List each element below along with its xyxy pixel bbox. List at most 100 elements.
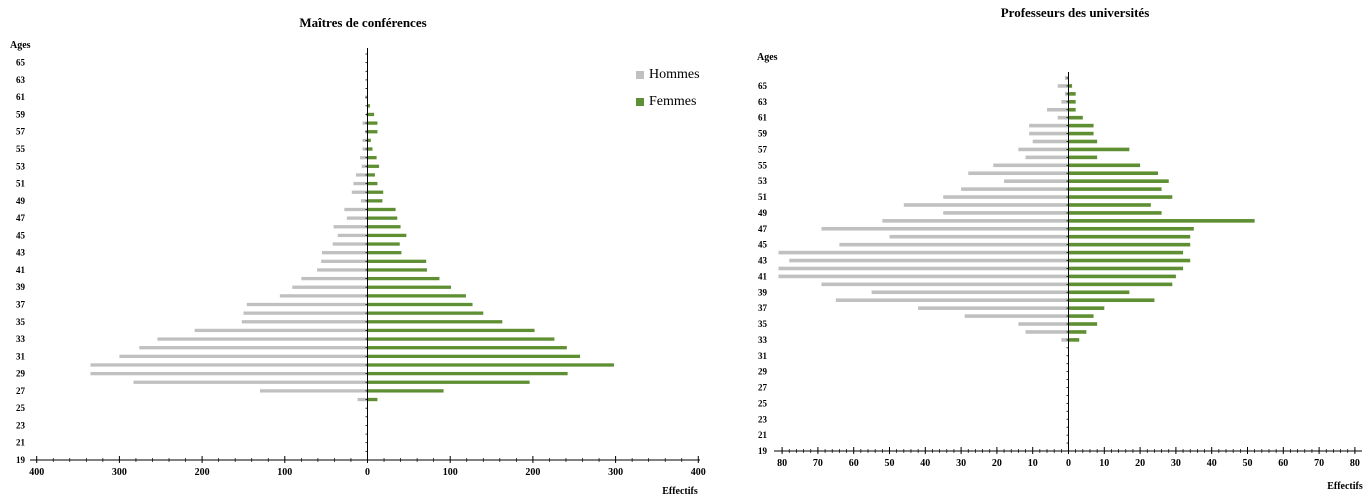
bar-men-age-49: [943, 211, 1069, 215]
bar-women-age-41: [1068, 274, 1176, 279]
y-tick-label: 47: [16, 213, 26, 223]
bar-women-age-36: [1068, 314, 1094, 318]
bar-women-age-39: [1068, 290, 1130, 295]
x-tick-label: 30: [956, 458, 966, 469]
bar-men-age-50: [903, 203, 1069, 207]
bar-women-age-56: [1068, 155, 1098, 160]
bar-women-age-44: [1068, 250, 1184, 255]
x-tick-label: 70: [813, 458, 823, 469]
bar-men-age-48: [344, 207, 368, 212]
bar-women-age-52: [367, 173, 375, 177]
y-tick-label: 59: [758, 129, 768, 139]
y-tick-label: 55: [758, 160, 768, 170]
bar-women-age-34: [367, 328, 535, 333]
x-tick-label: 100: [277, 467, 292, 478]
y-tick-label: 51: [758, 192, 768, 202]
bar-women-age-34: [1068, 330, 1087, 334]
bar-men-age-46: [889, 234, 1069, 239]
y-tick-label: 45: [16, 230, 26, 240]
y-tick-label: 33: [16, 334, 26, 344]
bar-women-age-48: [367, 207, 396, 212]
y-tick-label: 53: [16, 161, 26, 171]
bar-men-age-47: [346, 216, 368, 220]
bar-men-age-39: [871, 290, 1069, 295]
bar-men-age-42: [778, 266, 1069, 271]
bar-women-age-50: [367, 190, 384, 194]
bar-men-age-41: [317, 268, 368, 272]
x-tick-label: 80: [1350, 458, 1360, 469]
chart-title: Maîtres de conférences: [299, 15, 426, 30]
bar-men-age-42: [321, 259, 368, 263]
x-tick-label: 50: [885, 458, 895, 469]
bar-women-age-57: [1068, 147, 1130, 152]
bar-men-age-45: [839, 242, 1069, 247]
bar-men-age-62: [1047, 107, 1069, 112]
bar-women-age-33: [1068, 338, 1080, 342]
bar-women-age-50: [1068, 203, 1151, 207]
y-tick-label: 27: [16, 386, 26, 396]
bar-men-age-35: [1018, 322, 1069, 326]
bar-women-age-52: [1068, 187, 1162, 191]
bar-men-age-57: [1018, 147, 1069, 152]
bar-women-age-63: [1068, 100, 1076, 104]
x-tick-label: 400: [29, 467, 44, 478]
bar-men-age-59: [1029, 131, 1069, 136]
y-tick-label: 49: [16, 196, 26, 206]
y-tick-label: 19: [16, 455, 26, 465]
bar-women-age-38: [367, 294, 466, 298]
y-tick-label: 47: [758, 224, 768, 234]
x-tick-label: 70: [1314, 458, 1324, 469]
bar-women-age-43: [1068, 258, 1191, 263]
x-tick-label: 200: [525, 467, 540, 478]
x-tick-label: 40: [1207, 458, 1217, 469]
bar-men-age-33: [157, 337, 368, 341]
bar-men-age-43: [322, 251, 368, 255]
bar-women-age-27: [367, 389, 444, 393]
x-tick-label: 0: [365, 467, 370, 478]
bar-women-age-58: [367, 121, 378, 125]
bar-men-age-40: [301, 276, 368, 281]
bar-men-age-53: [361, 164, 368, 168]
bar-men-age-30: [90, 363, 368, 367]
bar-women-age-42: [1068, 266, 1184, 271]
y-tick-label: 37: [16, 300, 26, 310]
bar-men-age-37: [246, 302, 368, 307]
y-tick-label: 41: [16, 265, 26, 275]
bar-women-age-61: [1068, 115, 1083, 120]
bar-men-age-41: [778, 274, 1069, 279]
bar-men-age-38: [835, 298, 1069, 303]
bar-men-age-50: [351, 190, 368, 194]
bar-women-age-48: [1068, 219, 1255, 223]
bar-men-age-55: [362, 147, 368, 151]
y-tick-label: 31: [758, 351, 768, 361]
bar-women-age-51: [1068, 195, 1173, 199]
x-tick-label: 20: [992, 458, 1002, 469]
bar-men-age-44: [778, 250, 1069, 255]
legend-item-women: Femmes: [636, 88, 700, 115]
bar-men-age-61: [1057, 115, 1069, 120]
y-tick-label: 19: [758, 446, 768, 456]
y-axis-label: Ages: [10, 40, 31, 51]
bar-men-age-49: [360, 199, 368, 203]
x-tick-label: 10: [1099, 458, 1109, 469]
bar-women-age-51: [367, 181, 378, 186]
x-tick-label: 0: [1066, 458, 1071, 469]
bar-women-age-56: [367, 138, 371, 143]
y-tick-label: 43: [758, 256, 768, 266]
bar-women-age-33: [367, 337, 555, 341]
bar-men-age-28: [133, 380, 368, 384]
bar-men-age-45: [337, 233, 368, 238]
y-tick-label: 25: [16, 403, 26, 413]
y-tick-label: 49: [758, 208, 768, 218]
y-tick-label: 21: [758, 430, 768, 440]
x-tick-label: 300: [608, 467, 623, 478]
y-tick-label: 33: [758, 335, 768, 345]
bar-women-age-36: [367, 311, 484, 315]
bar-women-age-38: [1068, 298, 1155, 303]
bar-women-age-39: [367, 285, 452, 289]
bar-men-age-56: [362, 138, 368, 143]
bar-women-age-60: [1068, 123, 1094, 128]
bar-women-age-58: [1068, 139, 1098, 144]
bar-women-age-44: [367, 242, 400, 246]
